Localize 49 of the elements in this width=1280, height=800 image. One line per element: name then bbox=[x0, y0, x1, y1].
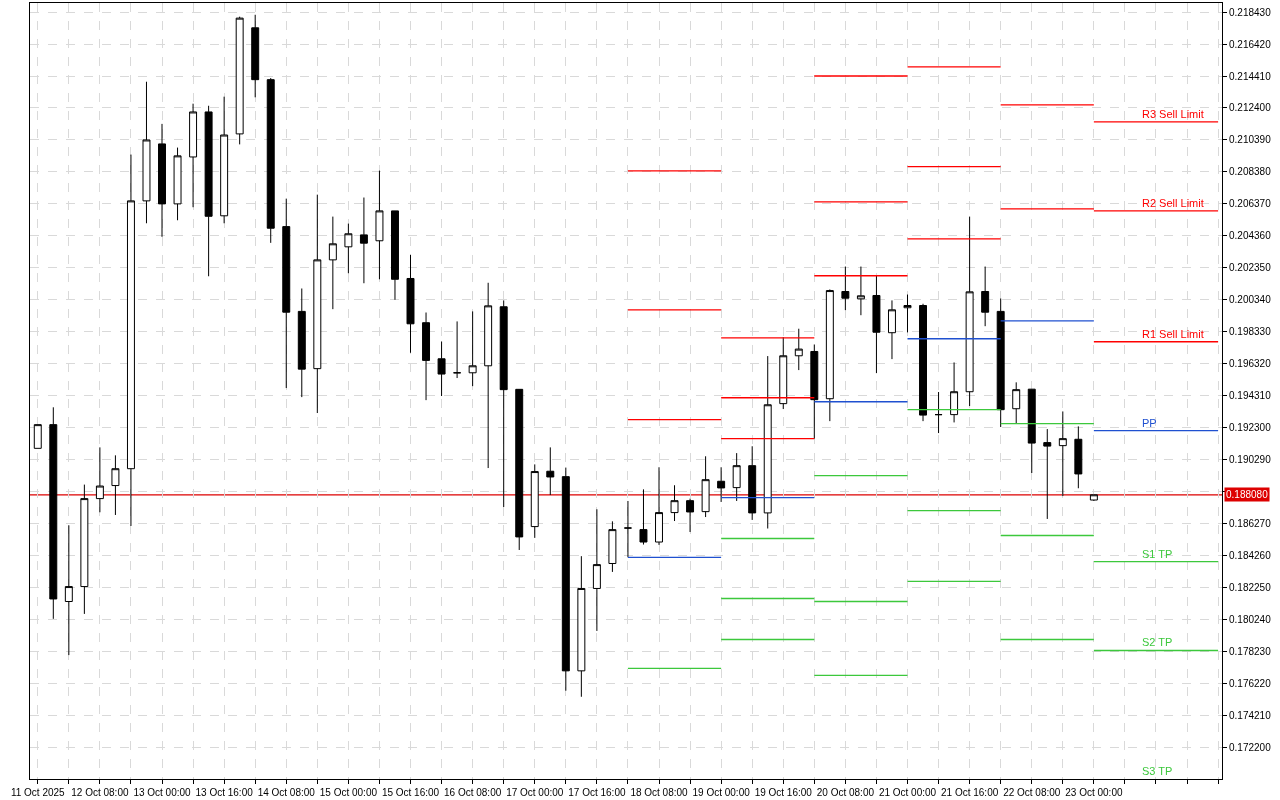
series-label: S1 TP bbox=[1142, 548, 1173, 560]
x-tick-label: 11 Oct 2025 bbox=[10, 787, 66, 798]
x-tick-label: 21 Oct 00:00 bbox=[878, 787, 937, 798]
y-tick-label: 0.208380 bbox=[1229, 166, 1272, 178]
x-tick-label: 19 Oct 16:00 bbox=[754, 787, 813, 798]
y-tick-label: 0.198330 bbox=[1229, 326, 1272, 338]
y-tick-label: 0.182250 bbox=[1229, 582, 1272, 594]
series-label: R2 Sell Limit bbox=[1142, 197, 1204, 209]
x-tick-label: 17 Oct 16:00 bbox=[568, 787, 626, 798]
y-tick-label: 0.206370 bbox=[1229, 198, 1272, 210]
ref-line-label: 0.188080 bbox=[1226, 489, 1269, 500]
series-label: R3 Sell Limit bbox=[1142, 108, 1204, 120]
y-tick-label: 0.184260 bbox=[1229, 550, 1272, 562]
y-tick-label: 0.204360 bbox=[1229, 230, 1272, 242]
y-tick-label: 0.190290 bbox=[1229, 454, 1272, 466]
y-tick-label: 0.194310 bbox=[1229, 390, 1272, 402]
y-tick-label: 0.202350 bbox=[1229, 262, 1272, 274]
x-tick-label: 12 Oct 08:00 bbox=[71, 787, 129, 798]
series-label: R1 Sell Limit bbox=[1142, 328, 1204, 340]
x-tick-label: 18 Oct 08:00 bbox=[630, 787, 689, 798]
x-tick-label: 23 Oct 00:00 bbox=[1065, 787, 1123, 798]
x-tick-label: 21 Oct 16:00 bbox=[940, 787, 999, 798]
x-tick-label: 15 Oct 16:00 bbox=[381, 787, 440, 798]
x-tick-label: 13 Oct 00:00 bbox=[133, 787, 192, 798]
y-tick-label: 0.196320 bbox=[1229, 358, 1272, 370]
x-tick-label: 16 Oct 08:00 bbox=[444, 787, 502, 798]
x-tick-label: 17 Oct 00:00 bbox=[506, 787, 564, 798]
x-tick-label: 22 Oct 08:00 bbox=[1003, 787, 1061, 798]
series-label: S2 TP bbox=[1142, 636, 1173, 648]
x-tick-label: 20 Oct 08:00 bbox=[816, 787, 875, 798]
y-tick-label: 0.200340 bbox=[1229, 294, 1272, 306]
y-tick-label: 0.174210 bbox=[1229, 709, 1272, 721]
y-tick-label: 0.172200 bbox=[1229, 741, 1272, 753]
y-tick-label: 0.186270 bbox=[1229, 518, 1272, 530]
annotation: S3 TP bbox=[1142, 765, 1173, 777]
y-tick-label: 0.192300 bbox=[1229, 422, 1272, 434]
y-tick-label: 0.214410 bbox=[1229, 70, 1272, 82]
x-tick-label: 15 Oct 00:00 bbox=[319, 787, 378, 798]
y-tick-label: 0.212400 bbox=[1229, 102, 1272, 114]
x-tick-label: 14 Oct 08:00 bbox=[257, 787, 316, 798]
x-tick-label: 13 Oct 16:00 bbox=[195, 787, 254, 798]
y-tick-label: 0.178230 bbox=[1229, 645, 1272, 657]
y-tick-label: 0.216420 bbox=[1229, 38, 1272, 50]
y-tick-label: 0.180240 bbox=[1229, 613, 1272, 625]
x-tick-label: 19 Oct 00:00 bbox=[692, 787, 751, 798]
y-tick-label: 0.176220 bbox=[1229, 677, 1272, 689]
y-tick-label: 0.218430 bbox=[1229, 6, 1272, 18]
series-label: PP bbox=[1142, 417, 1157, 429]
y-tick-label: 0.210390 bbox=[1229, 134, 1272, 146]
